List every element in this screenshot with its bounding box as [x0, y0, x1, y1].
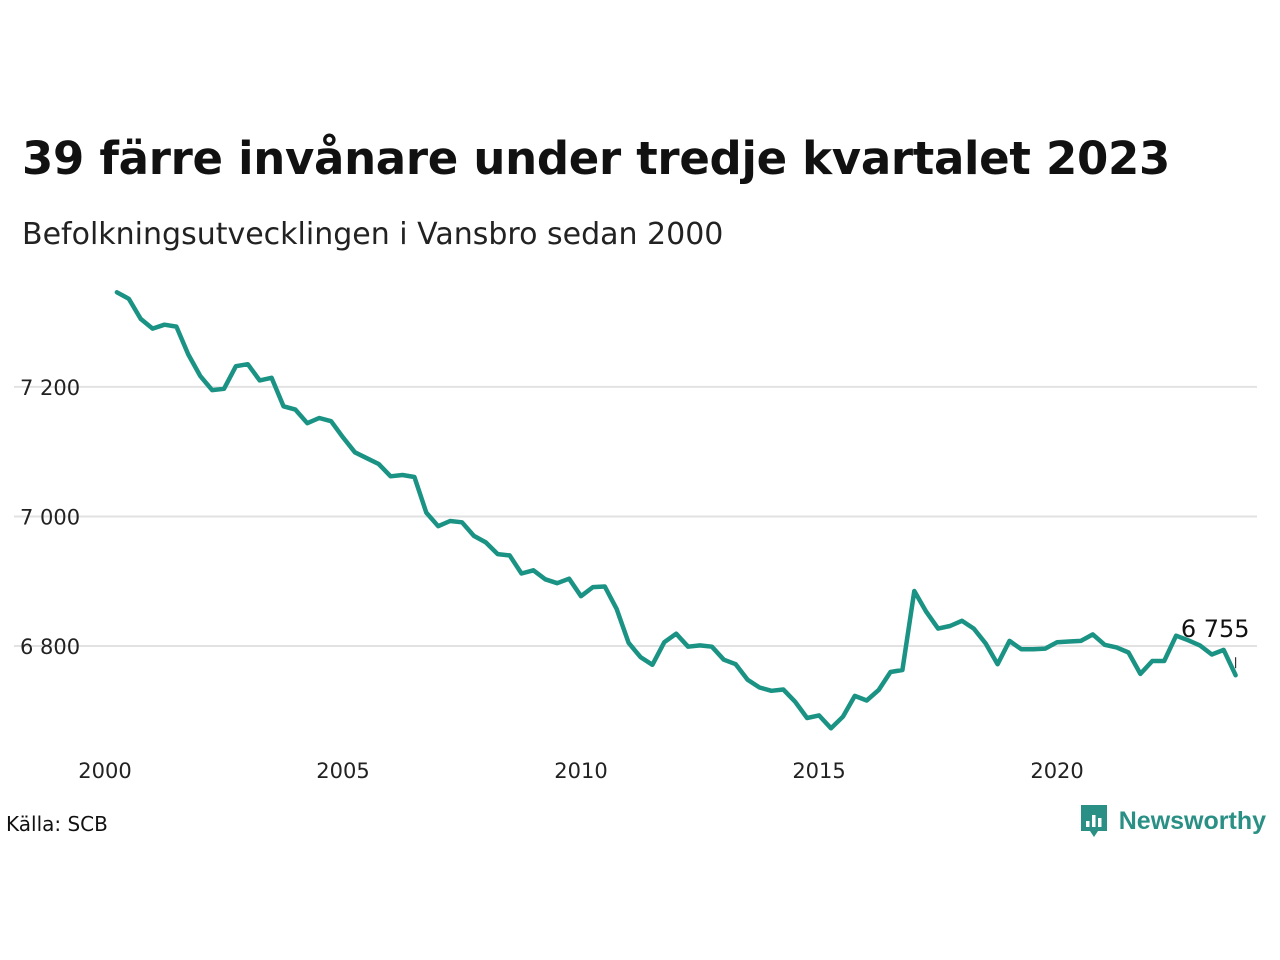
newsworthy-logo: Newsworthy: [1079, 803, 1266, 839]
chart-subtitle: Befolkningsutvecklingen i Vansbro sedan …: [22, 217, 724, 252]
series-line: [114, 290, 1238, 731]
newsworthy-logo-text: Newsworthy: [1118, 806, 1266, 835]
x-tick-label: 2000: [78, 759, 131, 783]
x-tick-label: 2005: [316, 759, 369, 783]
chart-title: 39 färre invånare under tredje kvartalet…: [22, 132, 1171, 185]
newsworthy-logo-icon: [1080, 805, 1107, 837]
end-value-label: 6 755: [1181, 615, 1250, 643]
y-tick-label: 7 000: [20, 505, 80, 529]
x-tick-label: 2010: [554, 759, 607, 783]
source-note: Källa: SCB: [6, 812, 108, 836]
y-tick-label: 6 800: [20, 635, 80, 659]
line-chart: 6 800 7 000 7 200 2000 2005 2010 2015 2020 6 755: [14, 290, 1257, 783]
x-tick-label: 2020: [1030, 759, 1083, 783]
y-tick-label: 7 200: [20, 376, 80, 400]
x-tick-label: 2015: [792, 759, 845, 783]
